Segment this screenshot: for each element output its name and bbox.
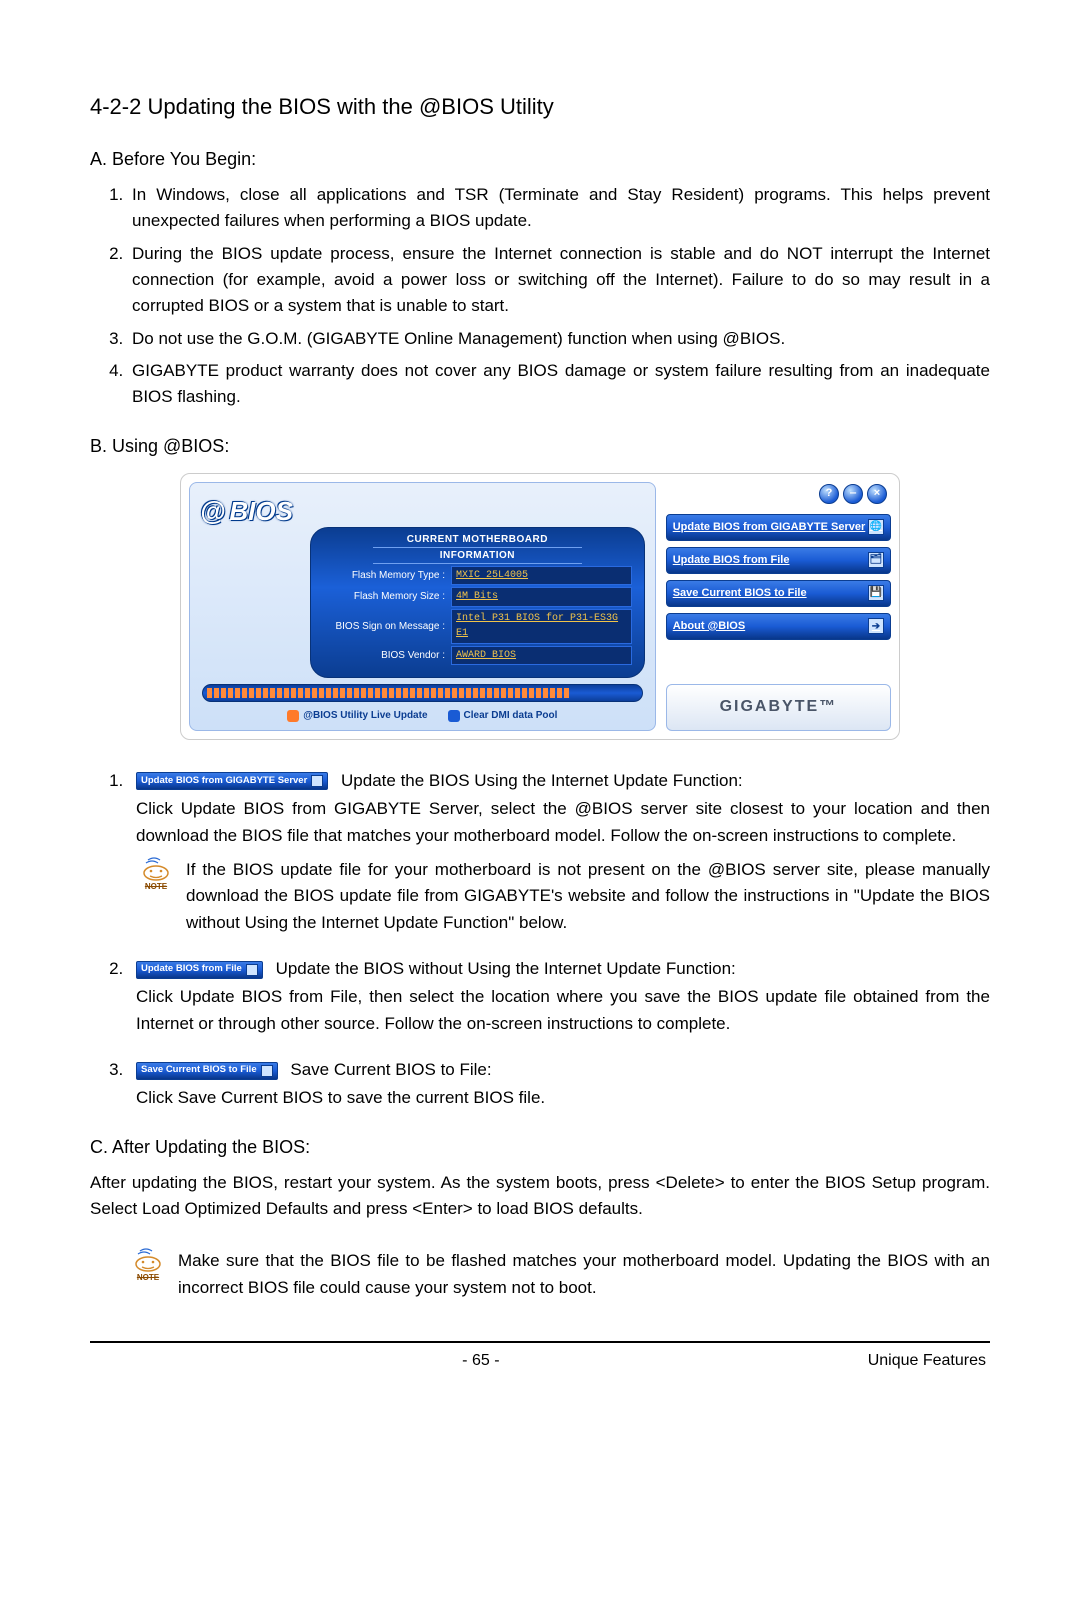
list-item: During the BIOS update process, ensure t… [128,241,990,320]
page-number: - 65 - [462,1349,499,1374]
update-from-file-button[interactable]: Update BIOS from File🗂 [666,547,891,574]
step-3: Save Current BIOS to File Save Current B… [128,1057,990,1112]
update-from-server-button[interactable]: Update BIOS from GIGABYTE Server🌐 [666,514,891,541]
save-icon: 💾 [868,585,884,601]
mini-update-server-button: Update BIOS from GIGABYTE Server [136,772,328,790]
list-item: GIGABYTE product warranty does not cover… [128,358,990,411]
section-b-title: B. Using @BIOS: [90,433,990,461]
progress-bar [202,684,643,702]
page-footer: - 65 - Unique Features [90,1349,990,1374]
flash-memory-type: MXIC 25L4005 [451,566,632,586]
bios-app-screenshot: @BIOS CURRENT MOTHERBOARD INFORMATION Fl… [180,473,900,740]
live-update-toggle[interactable]: @BIOS Utility Live Update [287,708,427,724]
footer-section: Unique Features [868,1349,986,1374]
list-item: Do not use the G.O.M. (GIGABYTE Online M… [128,326,990,352]
note-text: Make sure that the BIOS file to be flash… [178,1248,990,1301]
close-icon[interactable]: × [867,484,887,504]
save-bios-button[interactable]: Save Current BIOS to File💾 [666,580,891,607]
step-1: Update BIOS from GIGABYTE Server Update … [128,768,990,936]
flash-memory-size: 4M Bits [451,587,632,607]
mini-update-file-button: Update BIOS from File [136,961,263,979]
help-icon[interactable]: ? [819,484,839,504]
bios-logo: @BIOS [200,491,645,531]
clear-dmi-toggle[interactable]: Clear DMI data Pool [448,708,558,724]
using-bios-steps: Update BIOS from GIGABYTE Server Update … [90,768,990,1112]
page-heading: 4-2-2 Updating the BIOS with the @BIOS U… [90,90,990,124]
globe-icon: 🌐 [868,519,884,535]
footer-rule [90,1341,990,1343]
before-you-begin-list: In Windows, close all applications and T… [90,182,990,411]
section-c-title: C. After Updating the BIOS: [90,1134,990,1162]
section-c-text: After updating the BIOS, restart your sy… [90,1170,990,1223]
section-a-title: A. Before You Begin: [90,146,990,174]
mini-save-bios-button: Save Current BIOS to File [136,1062,278,1080]
minimize-icon[interactable]: ‒ [843,484,863,504]
bios-sign-on-message: Intel P31 BIOS for P31-ES3G E1 [451,609,632,644]
step-2: Update BIOS from File Update the BIOS wi… [128,956,990,1037]
note-icon: NOTE [128,1248,168,1301]
folder-icon: 🗂 [868,552,884,568]
motherboard-info-panel: CURRENT MOTHERBOARD INFORMATION Flash Me… [310,527,645,679]
note-text: If the BIOS update file for your motherb… [186,857,990,936]
arrow-icon: ➔ [868,618,884,634]
gigabyte-brand: GIGABYTE™ [666,684,891,731]
list-item: In Windows, close all applications and T… [128,182,990,235]
bios-vendor: AWARD BIOS [451,646,632,666]
note-icon: NOTE [136,857,176,936]
about-button[interactable]: About @BIOS➔ [666,613,891,640]
